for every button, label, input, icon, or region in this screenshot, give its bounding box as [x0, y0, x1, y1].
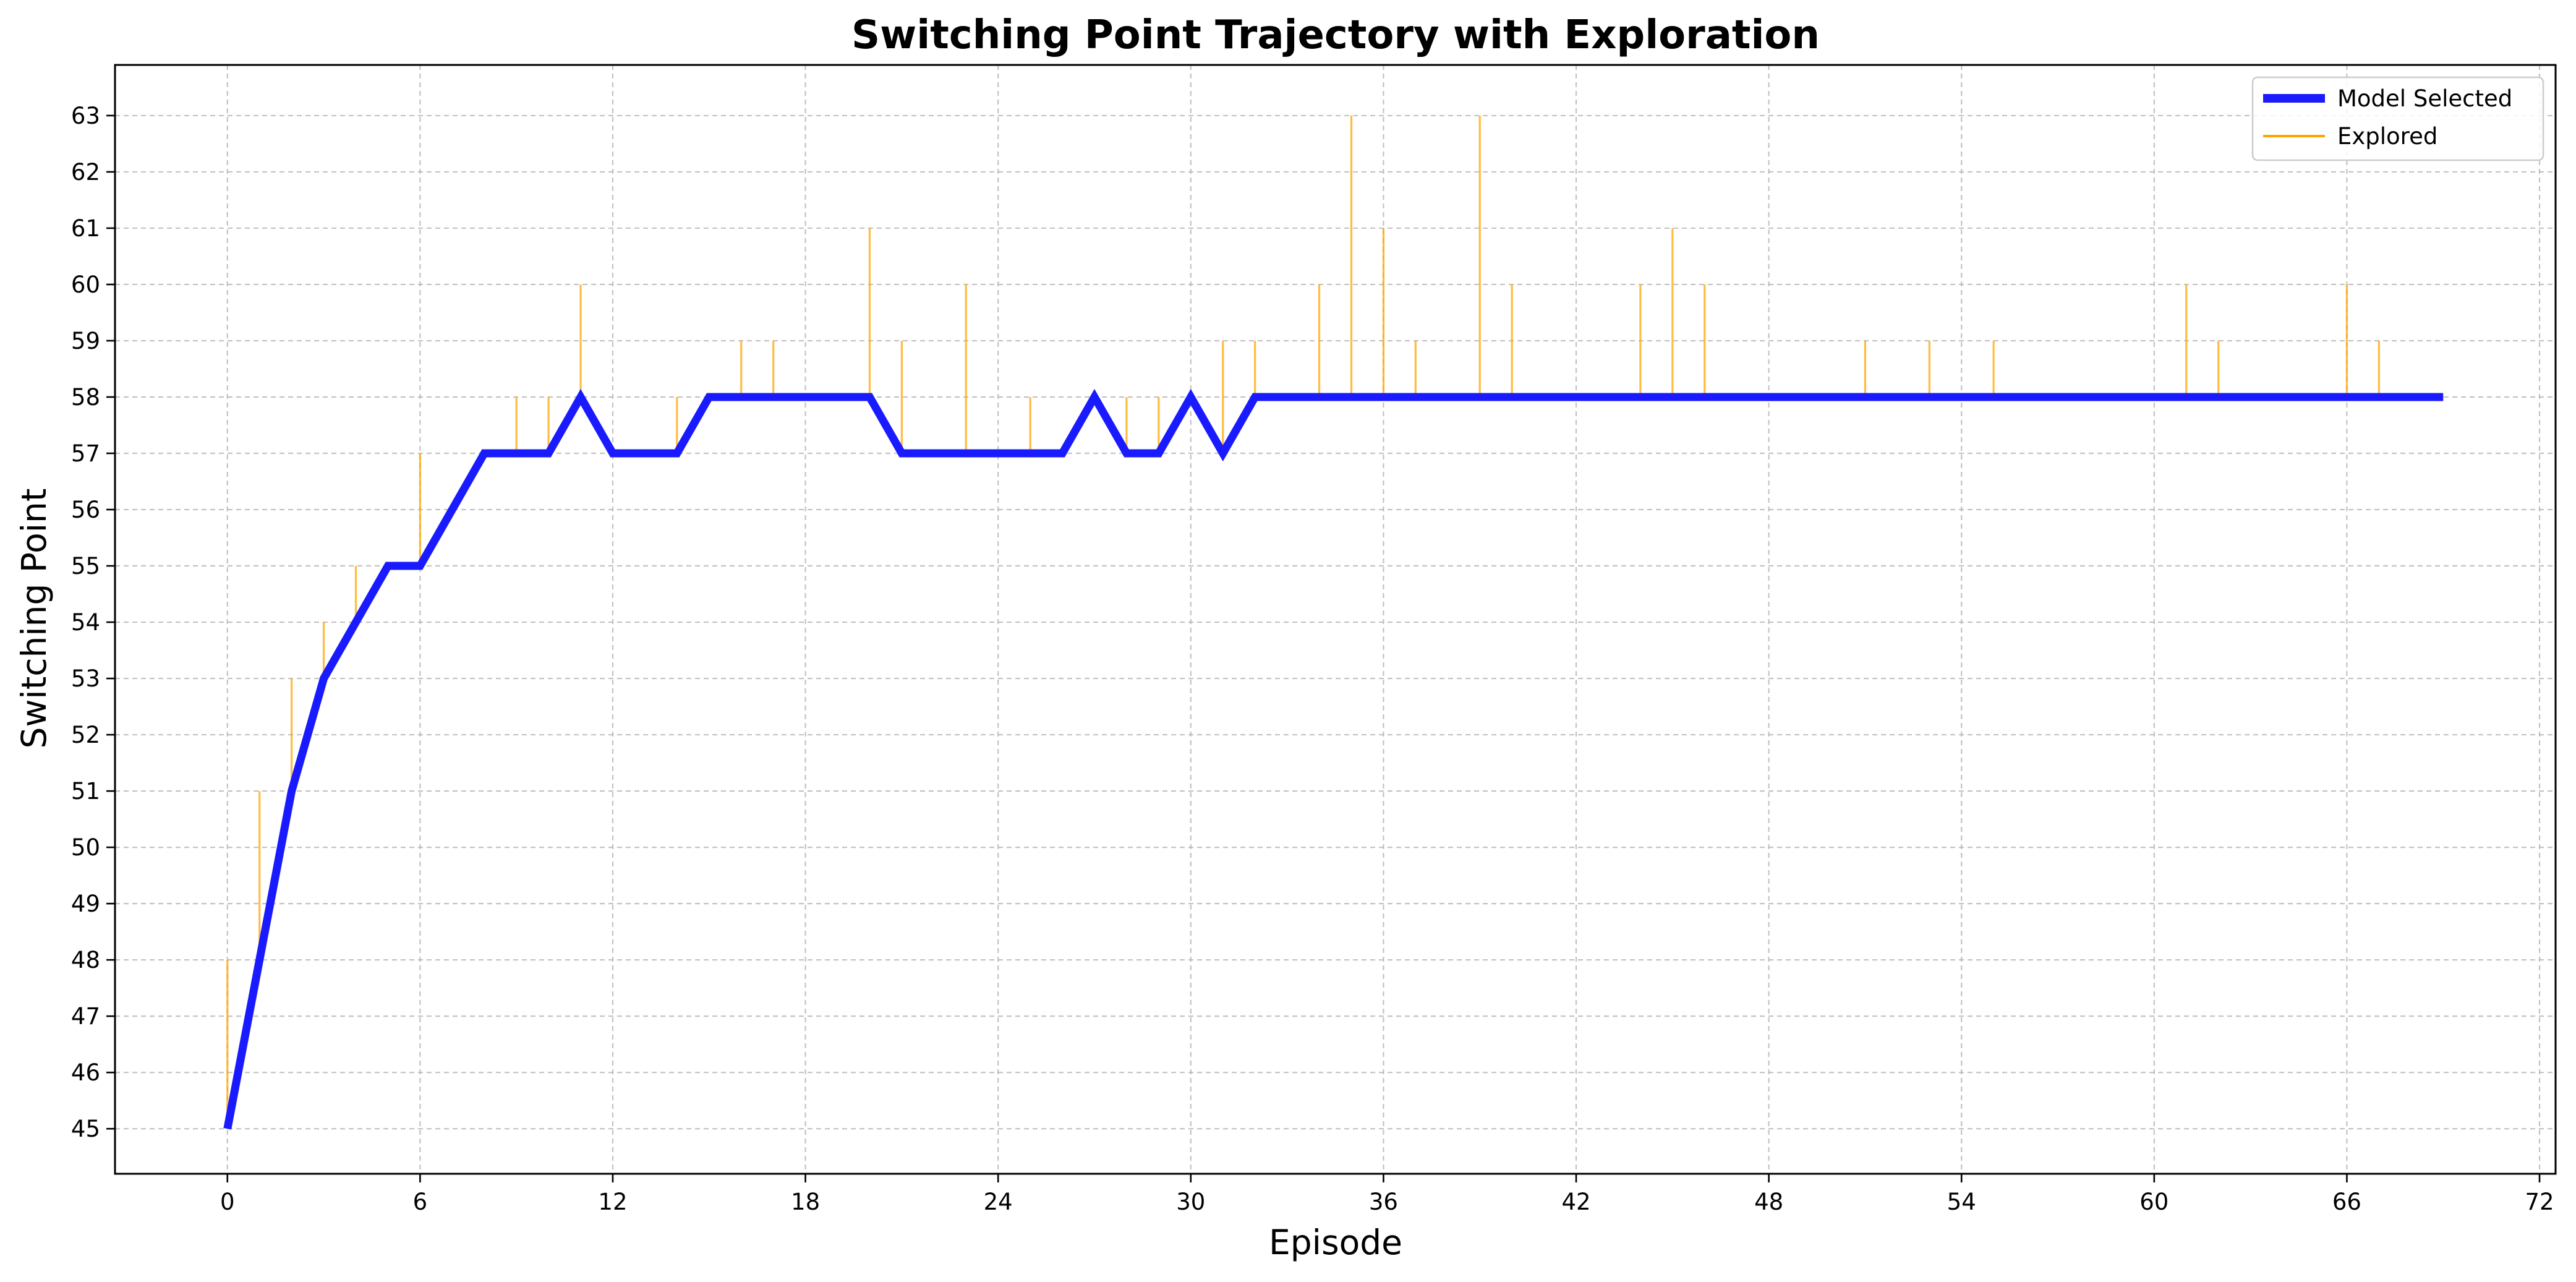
y-tick-label: 54: [71, 609, 100, 636]
y-tick-label: 53: [71, 665, 100, 692]
y-tick-label: 59: [71, 328, 100, 354]
y-tick-label: 52: [71, 722, 100, 748]
x-tick-label: 48: [1754, 1189, 1783, 1215]
y-tick-label: 51: [71, 778, 100, 805]
legend: Model Selected Explored: [2251, 76, 2544, 161]
model-selected-line: [223, 388, 2444, 1130]
x-tick-label: 0: [220, 1189, 235, 1215]
x-tick-label: 24: [984, 1189, 1013, 1215]
x-axis-label: Episode: [1269, 1223, 1402, 1262]
y-tick-label: 55: [71, 553, 100, 579]
legend-explored-label: Explored: [2337, 123, 2437, 150]
y-axis-label: Switching Point: [14, 489, 54, 749]
chart-title: Switching Point Trajectory with Explorat…: [851, 12, 1820, 58]
x-tick-label: 54: [1947, 1189, 1976, 1215]
legend-box: [2251, 76, 2544, 161]
y-tick-label: 45: [71, 1116, 100, 1142]
x-tick-label: 66: [2332, 1189, 2361, 1215]
y-tick-label: 61: [71, 215, 100, 242]
grid: [115, 65, 2556, 1174]
plot-area-frame: [114, 64, 2557, 1175]
y-tick-label: 49: [71, 891, 100, 917]
y-tick-label: 48: [71, 947, 100, 973]
y-axis-ticks: 45 46 47 48 49 50 51 52 53 54 55 56 57 58 59 60 61 62 63: [71, 103, 115, 1142]
x-tick-label: 42: [1561, 1189, 1590, 1215]
x-tick-label: 30: [1176, 1189, 1205, 1215]
y-tick-label: 57: [71, 440, 100, 467]
y-tick-label: 56: [71, 497, 100, 523]
explored-series: [226, 115, 2380, 1129]
y-tick-label: 63: [71, 103, 100, 129]
x-tick-label: 6: [413, 1189, 428, 1215]
y-tick-label: 60: [71, 271, 100, 298]
y-tick-label: 47: [71, 1003, 100, 1030]
x-tick-label: 12: [598, 1189, 627, 1215]
y-tick-label: 62: [71, 159, 100, 186]
y-tick-label: 50: [71, 834, 100, 861]
x-tick-label: 60: [2139, 1189, 2169, 1215]
model-selected-series: [223, 388, 2444, 1130]
x-tick-label: 36: [1369, 1189, 1398, 1215]
x-tick-label: 72: [2525, 1189, 2554, 1215]
y-tick-label: 46: [71, 1059, 100, 1086]
x-tick-label: 18: [791, 1189, 820, 1215]
x-axis-ticks: 0 6 12 18 24 30 36 42 48 54 60 66 72: [220, 1174, 2554, 1215]
y-tick-label: 58: [71, 384, 100, 411]
legend-model-selected-label: Model Selected: [2337, 85, 2512, 112]
